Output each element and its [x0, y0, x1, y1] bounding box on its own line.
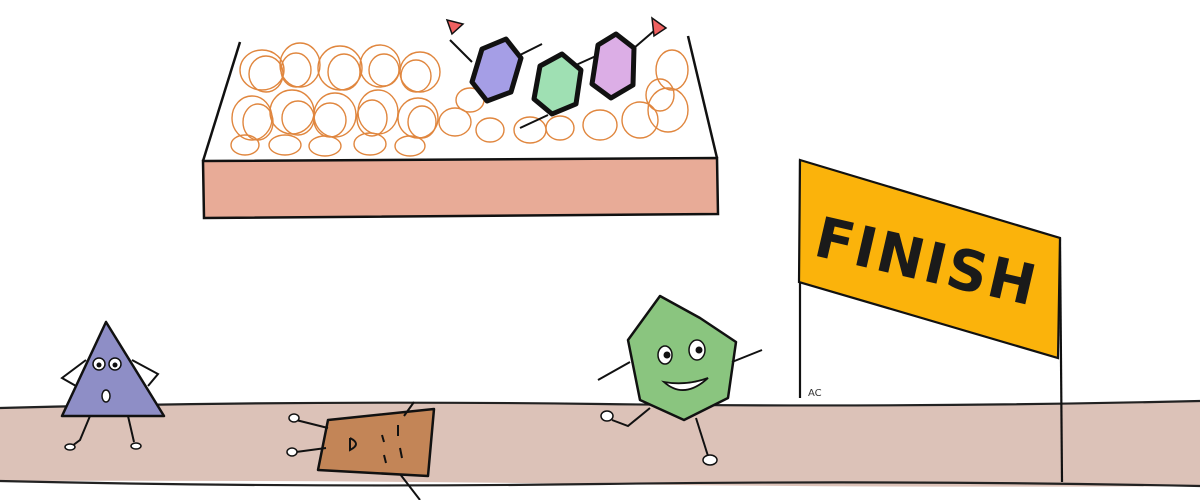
track: [0, 399, 1200, 488]
bleachers: [201, 16, 720, 220]
fan-pink-hexagon: [589, 16, 668, 101]
triangle-character: [60, 320, 166, 451]
artist-signature: AC: [808, 388, 822, 399]
fan-green-hexagon: [519, 51, 597, 129]
hexagon-runner-character: [597, 294, 763, 466]
fallen-rectangle-character: [286, 401, 436, 500]
crowd-scribbles: [230, 42, 689, 157]
finish-banner: [797, 158, 1062, 360]
fan-purple-hexagon: [445, 18, 543, 104]
